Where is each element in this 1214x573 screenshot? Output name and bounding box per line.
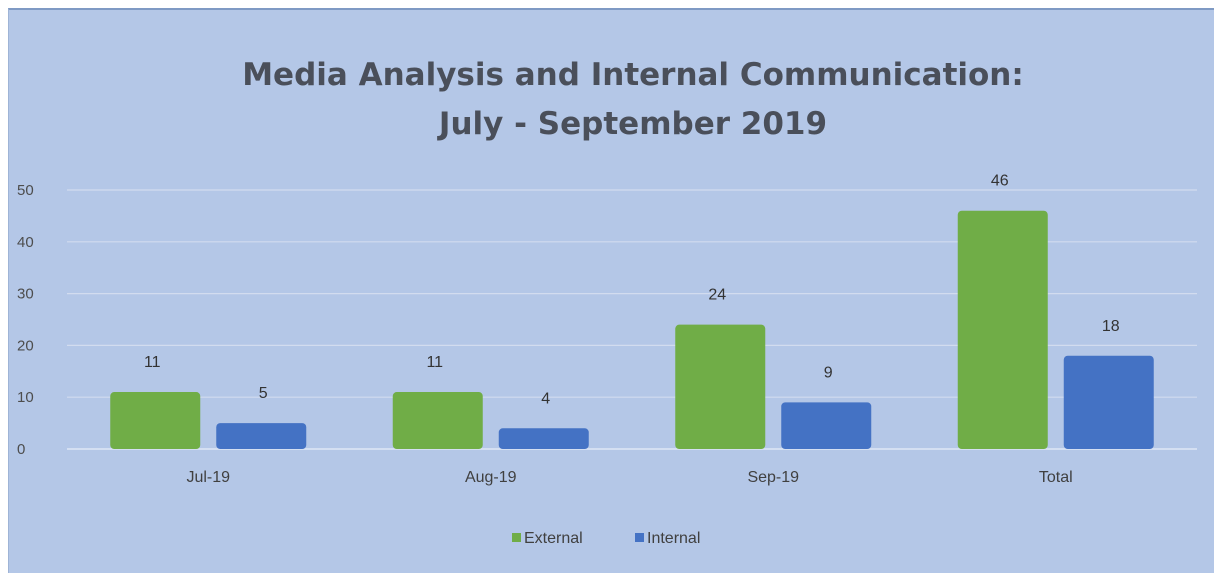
data-label: 46 [991,173,1009,190]
y-tick-label: 20 [17,337,34,354]
y-tick-label: 30 [17,286,34,303]
data-label: 24 [708,287,726,304]
x-category-label: Jul-19 [186,469,230,486]
chart-frame: Media Analysis and Internal Communicatio… [8,8,1214,573]
bar-external [675,324,766,449]
data-label: 11 [144,354,161,371]
x-category-label: Total [1039,469,1073,486]
data-label: 11 [426,354,443,371]
x-category-label: Sep-19 [747,469,799,486]
data-labels: 11 5 11 4 24 9 46 18 [144,173,1120,408]
bar-internal [1063,355,1154,449]
bars [110,210,1154,449]
y-axis-ticks: 0 10 20 30 40 50 [17,182,34,458]
legend-swatch-internal [635,533,644,542]
bar-internal [498,428,589,449]
legend-label-external: External [524,530,583,547]
data-label: 4 [541,390,550,407]
y-tick-label: 0 [17,441,25,458]
x-axis-categories: Jul-19 Aug-19 Sep-19 Total [186,469,1072,486]
data-label: 5 [259,385,268,402]
x-category-label: Aug-19 [465,469,517,486]
y-tick-label: 10 [17,389,34,406]
legend-swatch-external [512,533,521,542]
legend: External Internal [512,530,700,547]
chart-title-line-2: July - September 2019 [437,106,827,142]
bar-internal [781,402,872,449]
data-label: 9 [824,364,833,381]
chart-title-line-1: Media Analysis and Internal Communicatio… [242,57,1024,93]
y-tick-label: 40 [17,234,34,251]
bar-external [110,392,201,449]
y-tick-label: 50 [17,182,34,199]
data-label: 18 [1102,318,1120,335]
legend-label-internal: Internal [647,530,700,547]
bar-chart: Media Analysis and Internal Communicatio… [17,57,1197,547]
bar-external [392,392,483,449]
bar-internal [216,423,307,449]
bar-external [957,210,1048,449]
